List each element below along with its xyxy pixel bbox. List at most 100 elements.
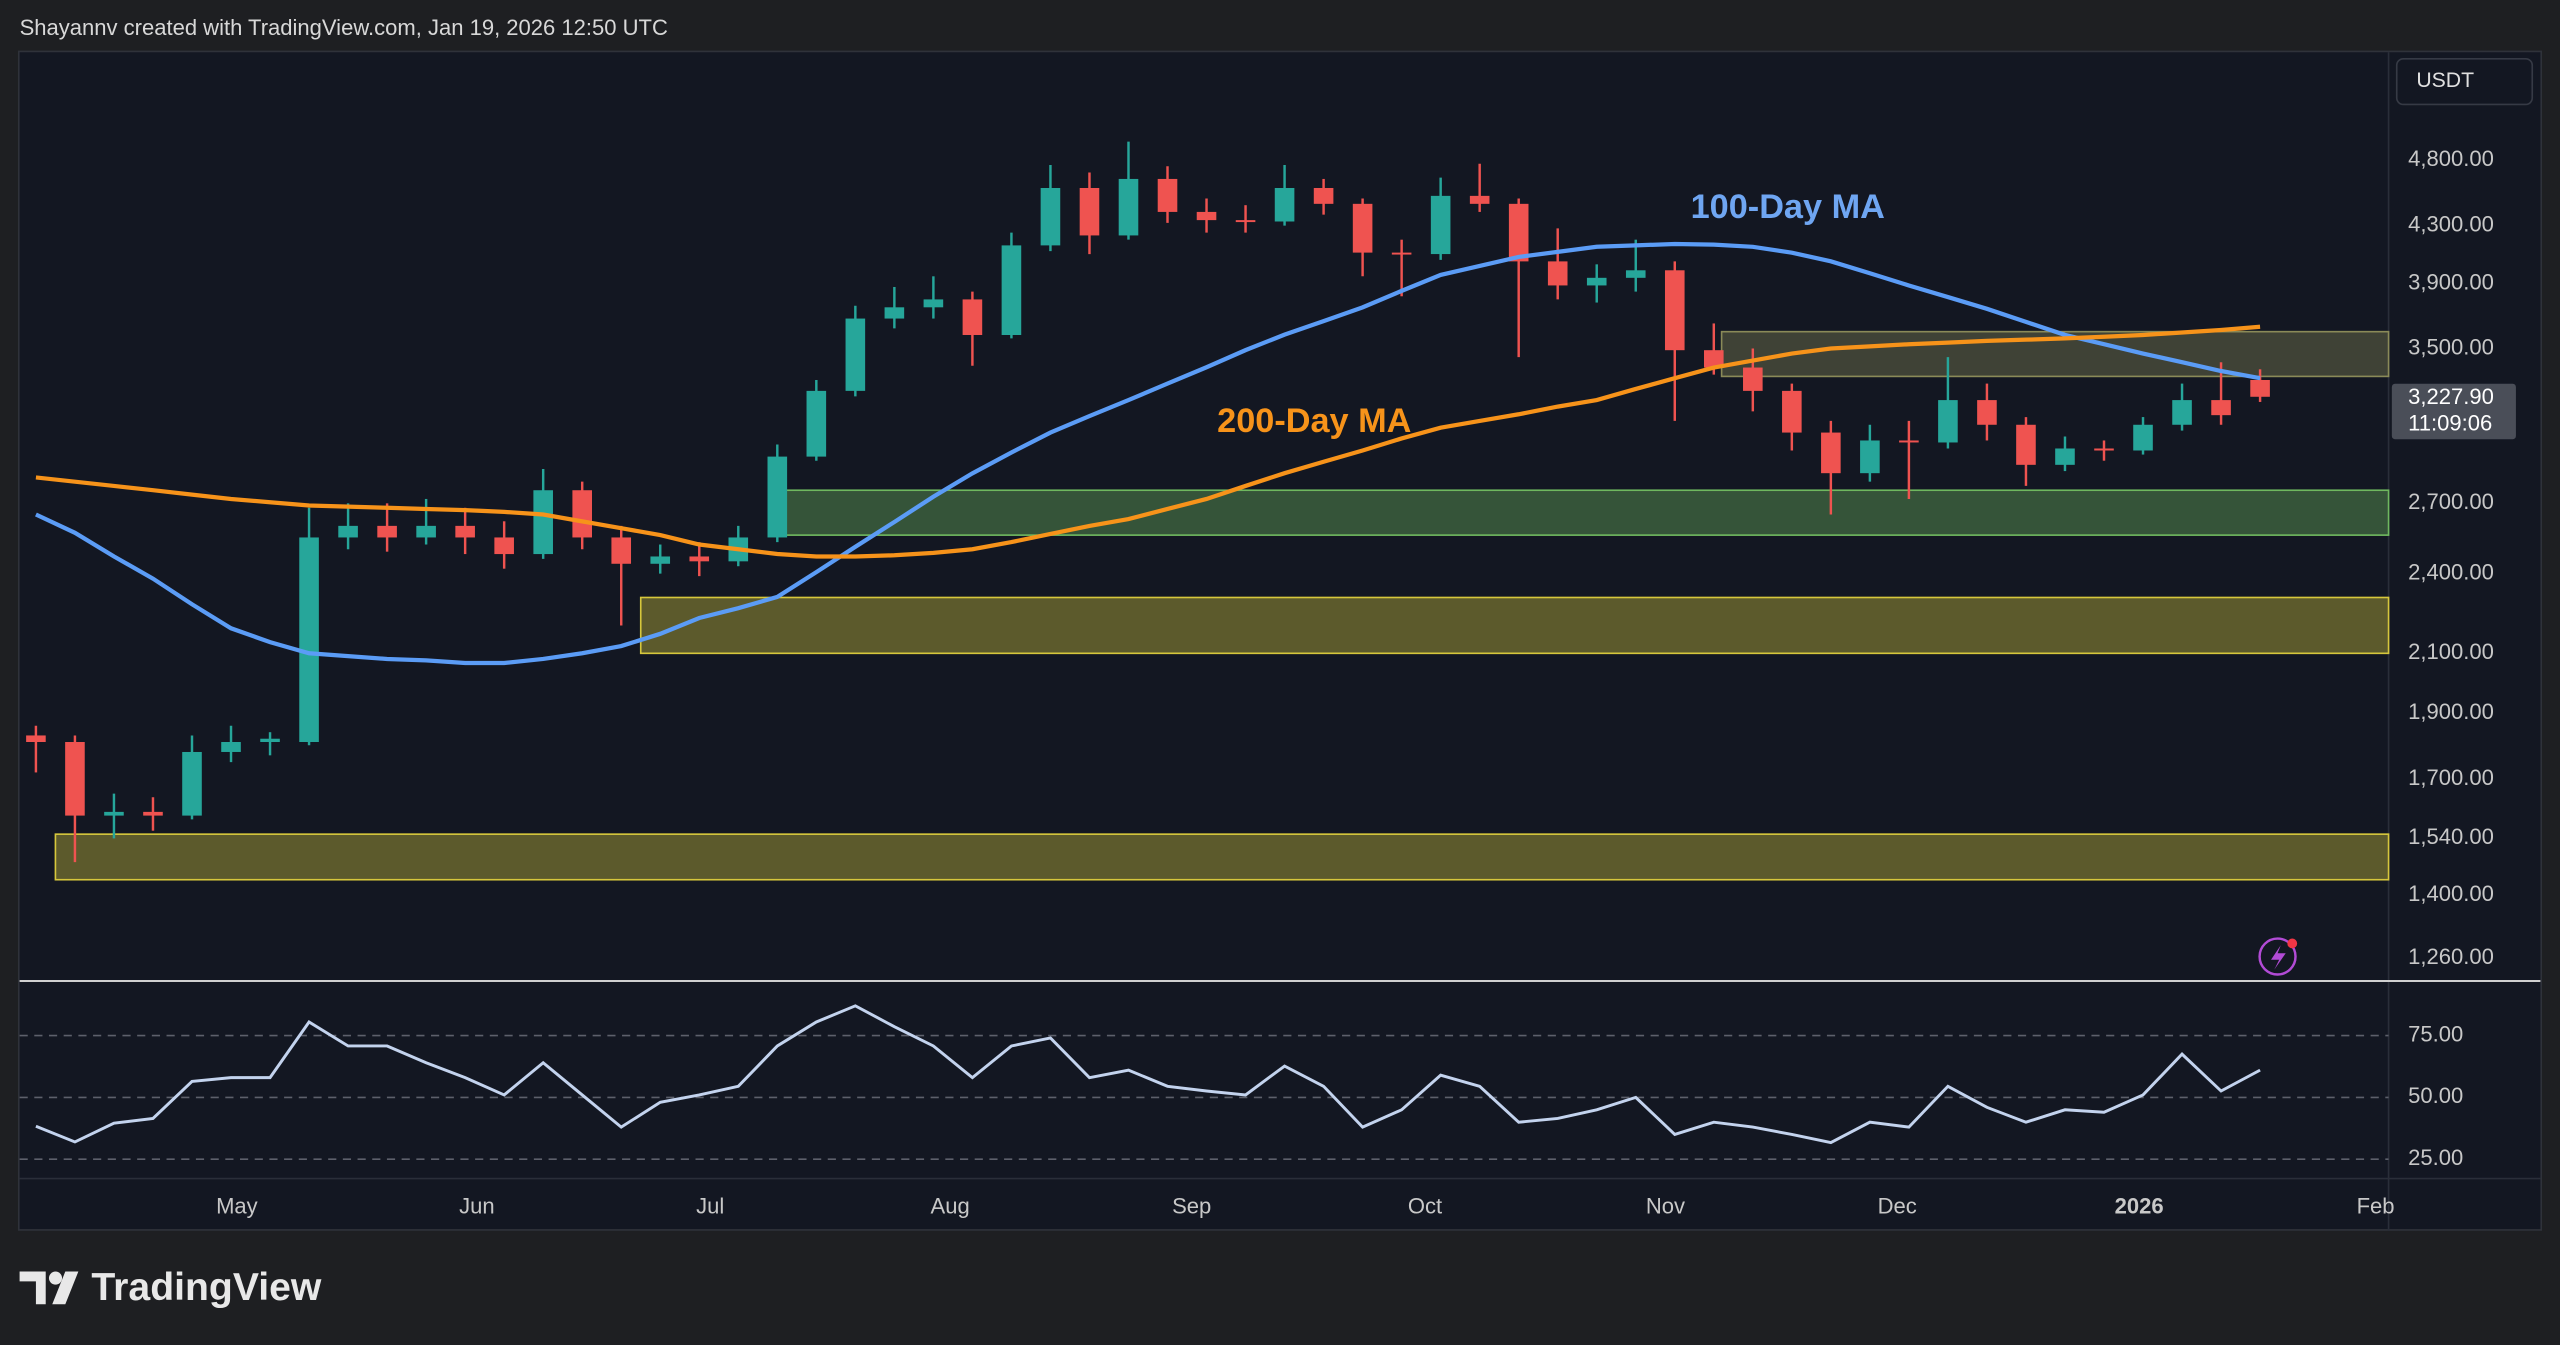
y-tick-label: 4,800.00 [2408,146,2494,171]
candle-body [221,742,241,752]
candle-body [2172,400,2192,425]
y-tick-label: 2,400.00 [2408,559,2494,584]
candle-body [1079,187,1100,236]
y-tick-label: 3,500.00 [2408,334,2494,359]
candle-body [2211,400,2231,416]
rsi-line [35,1004,2261,1145]
y-tick-label: 1,900.00 [2408,699,2494,724]
candle-body [65,742,85,816]
candle-body [1001,245,1022,335]
candle-body [1703,350,1724,368]
candle-body [2133,424,2153,451]
candle-body [1977,400,1997,425]
candle-body [377,525,397,538]
candle-body [1547,261,1568,286]
candle-body [1040,187,1061,246]
candle-body [143,811,163,816]
candle-body [806,390,827,457]
ma-line [35,324,2261,559]
ma-annotation: 100-Day MA [1691,188,1885,226]
alert-icon[interactable] [2258,937,2298,976]
y-tick-label: 1,260.00 [2408,944,2494,969]
candle-body [533,490,553,555]
candle-body [1586,277,1607,286]
candle-body [884,307,905,319]
candle-body [1860,440,1880,474]
y-tick-label: 4,300.00 [2408,211,2494,236]
candle-body [1625,270,1646,278]
candle-body [1821,432,1841,474]
candle-body [455,525,475,538]
candle-body [494,537,514,555]
candle-body [845,318,866,391]
x-tick-label: Jun [459,1194,495,1219]
candle-body [1899,440,1919,443]
last-price-label: 3,227.90 [2408,384,2494,409]
candle-body [1352,203,1373,253]
moving-averages [35,241,2261,666]
y-tick-label: 75.00 [2408,1021,2463,1046]
logo-text: TradingView [91,1266,321,1309]
y-tick-label: 1,400.00 [2408,881,2494,906]
candle-body [1743,367,1763,391]
candle-body [182,751,202,816]
candle-body [1938,400,1958,443]
axes: 1,260.00 1,400.00 1,540.00 1,700.00 1,900.00… [216,146,2516,1219]
candle-body [1391,252,1412,255]
candle-body [1313,187,1334,204]
currency-label: USDT [2416,69,2474,92]
candle-body [962,299,983,335]
candle-body [650,556,671,564]
x-tick-label: Jul [696,1194,724,1219]
last-price-box [2391,383,2516,440]
x-tick-label: Nov [1646,1194,1685,1219]
y-tick-label: 3,900.00 [2408,270,2494,295]
ma-line [35,241,2261,666]
y-tick-label: 2,700.00 [2408,489,2494,514]
candle-body [1508,203,1529,262]
y-tick-label: 1,540.00 [2408,824,2494,849]
candle-body [2250,379,2270,397]
candle-body [1469,195,1490,204]
chart-panel [17,50,2543,1231]
y-tick-label: 25.00 [2408,1145,2463,1170]
x-tick-label: Feb [2357,1194,2395,1219]
currency-button[interactable] [2395,57,2534,106]
candle-body [1782,390,1802,433]
y-tick-label: 1,700.00 [2408,765,2494,790]
countdown: 11:09:06 [2408,410,2492,435]
zone [54,833,2390,881]
zone [768,489,2390,536]
x-tick-label: Dec [1878,1194,1917,1219]
candle-body [338,525,358,538]
candle-body [1430,195,1451,255]
candle-body [611,537,632,564]
candles [26,141,2270,863]
y-tick-label: 2,100.00 [2408,639,2494,664]
ma-annotation: 200-Day MA [1217,402,1411,440]
candle-body [572,490,592,538]
logo: TradingView [19,1266,322,1309]
candle-body [2094,448,2114,451]
x-tick-label: Aug [931,1194,970,1219]
candle-body [1157,178,1178,212]
zone [639,596,2390,655]
candle-body [2016,424,2036,465]
candle-body [260,738,280,743]
x-tick-label: 2026 [2115,1194,2164,1219]
candle-body [1196,211,1217,221]
candle-body [104,811,124,816]
candle-body [1235,220,1256,223]
candle-body [1664,270,1685,351]
candle-body [923,299,944,308]
x-tick-label: May [216,1194,258,1219]
candle-body [689,556,710,562]
x-tick-label: Oct [1408,1194,1442,1219]
candle-body [416,525,436,538]
candle-body [26,735,46,743]
candle-body [299,537,319,743]
y-tick-label: 50.00 [2408,1083,2463,1108]
candle-body [2055,448,2075,465]
credit: Shayannv created with TradingView.com, J… [20,15,668,40]
